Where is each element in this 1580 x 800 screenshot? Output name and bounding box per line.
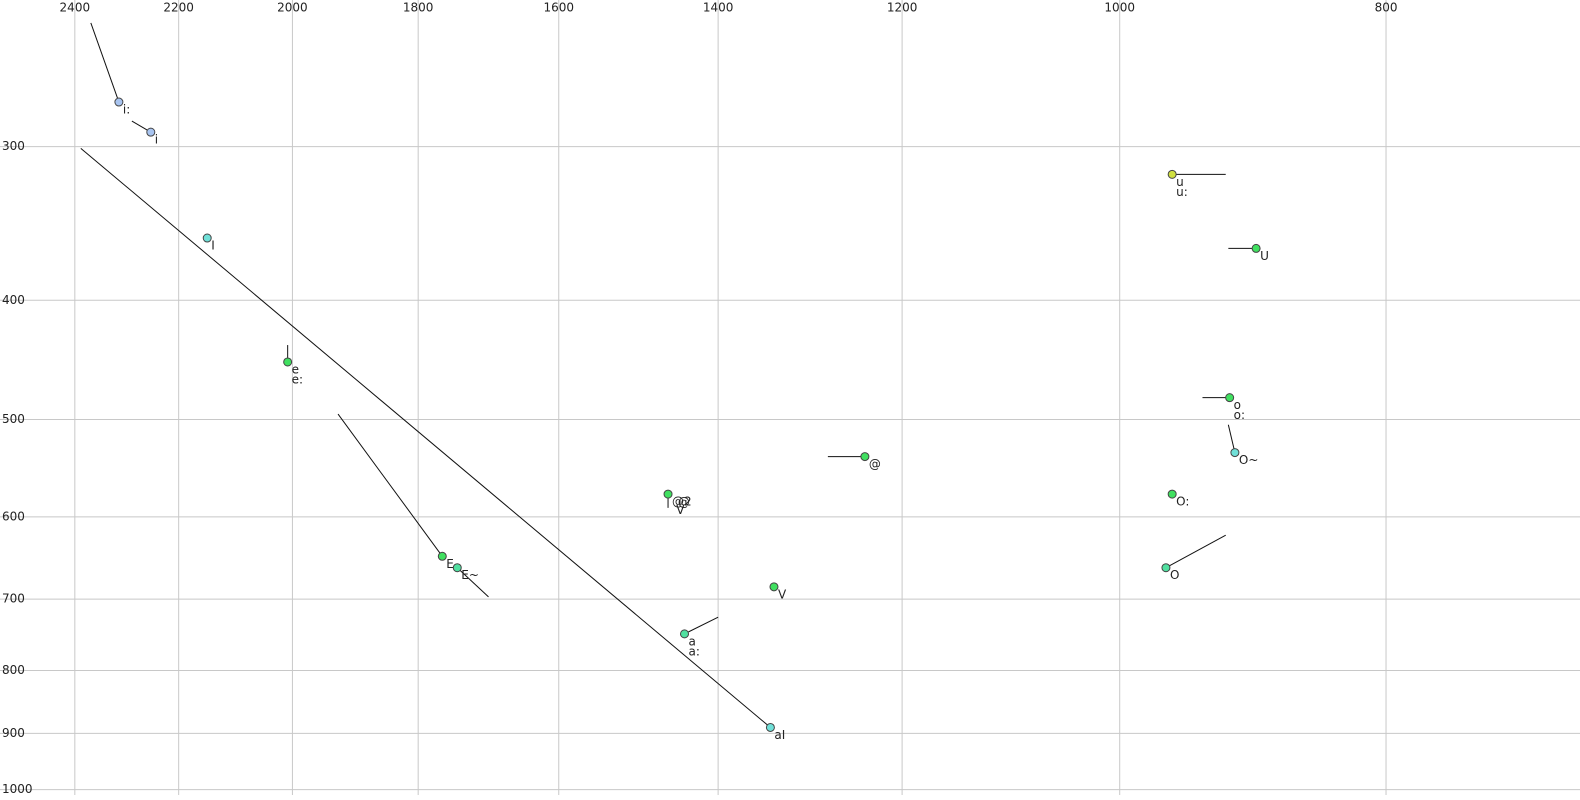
vowel-point <box>146 127 156 137</box>
vowel-point <box>1167 489 1177 499</box>
x-tick-label: 1800 <box>403 1 434 15</box>
vowel-point <box>765 722 775 732</box>
x-tick-label: 1400 <box>703 1 734 15</box>
vowel-label: @2 <box>672 495 692 509</box>
trajectory <box>456 567 489 598</box>
vowel-point <box>114 97 124 107</box>
vowel-label: E <box>446 557 454 571</box>
vowel-label: u: <box>1176 185 1188 199</box>
vowel-label: a: <box>689 644 700 658</box>
annotation: @ <box>678 495 690 509</box>
vowel-point <box>769 582 779 592</box>
x-tick-label: 2000 <box>277 1 308 15</box>
trajectory <box>337 413 443 557</box>
vowel-label: e: <box>292 372 303 386</box>
vowel-point <box>452 563 462 573</box>
vowel-point <box>202 233 212 243</box>
vowel-point <box>1167 169 1177 179</box>
vowel-label: I <box>211 239 215 253</box>
y-tick-label: 400 <box>2 293 25 307</box>
y-tick-label: 900 <box>2 726 25 740</box>
vowel-label: aI <box>774 728 785 742</box>
vowel-point <box>680 629 690 639</box>
y-tick-label: 800 <box>2 663 25 677</box>
x-tick-label: 1600 <box>543 1 574 15</box>
vowel-label: @ <box>869 457 881 471</box>
annotation: V <box>676 503 685 517</box>
y-tick-label: 300 <box>2 139 25 153</box>
vowel-point <box>1161 563 1171 573</box>
vowel-label: E~ <box>461 568 479 582</box>
vowel-point <box>283 357 293 367</box>
x-tick-label: 2200 <box>163 1 194 15</box>
trajectory <box>1227 424 1236 453</box>
y-tick-label: 1000 <box>2 782 33 796</box>
vowel-label: O <box>1170 568 1179 582</box>
vowel-point <box>663 489 673 499</box>
vowel-point <box>860 452 870 462</box>
vowel-point <box>1251 243 1261 253</box>
y-tick-label: 700 <box>2 592 25 606</box>
vowel-label: V <box>778 587 787 601</box>
y-tick-label: 500 <box>2 412 25 426</box>
trajectory <box>684 616 719 635</box>
vowel-label: o <box>1234 398 1241 412</box>
vowel-label: e <box>292 362 299 376</box>
y-tick-label: 600 <box>2 509 25 523</box>
trajectory <box>90 22 120 103</box>
vowel-label: U <box>1260 249 1269 263</box>
vowel-label: O: <box>1176 495 1189 509</box>
vowel-point <box>1225 393 1235 403</box>
vowel-point <box>437 551 447 561</box>
vowel-label: u <box>1176 175 1184 189</box>
vowel-point <box>1230 448 1240 458</box>
vowel-label: O~ <box>1239 453 1259 467</box>
x-tick-label: 1000 <box>1104 1 1135 15</box>
vowel-label: i <box>155 133 158 147</box>
vowel-label: i: <box>123 103 130 117</box>
vowel-label: o: <box>1234 408 1245 422</box>
trajectory <box>80 147 771 728</box>
vowel-label: a <box>689 634 696 648</box>
x-tick-label: 800 <box>1375 1 1398 15</box>
trajectory <box>1165 534 1226 569</box>
x-tick-label: 2400 <box>60 1 91 15</box>
x-tick-label: 1200 <box>887 1 918 15</box>
